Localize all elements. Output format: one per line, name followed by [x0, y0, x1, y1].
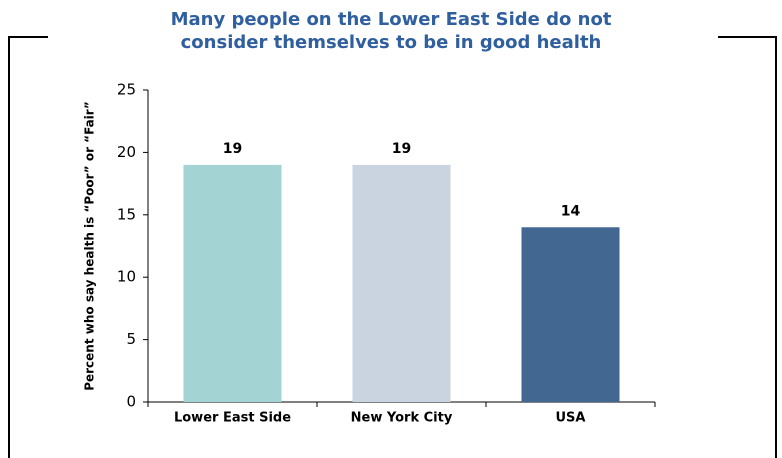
bar	[183, 164, 282, 402]
y-tick-label: 15	[117, 205, 136, 223]
y-axis-label: Percent who say health is “Poor” or “Fai…	[83, 101, 97, 391]
data-label: 19	[223, 141, 242, 157]
data-label: 14	[561, 203, 581, 219]
y-tick-label: 0	[126, 393, 136, 411]
data-label: 19	[392, 141, 411, 157]
x-tick-label: Lower East Side	[174, 411, 291, 426]
y-tick-label: 5	[126, 330, 136, 348]
frame	[8, 36, 777, 458]
x-tick-label: USA	[556, 411, 586, 426]
bar	[521, 227, 620, 402]
y-tick-label: 25	[117, 81, 136, 99]
y-tick-label: 10	[117, 268, 136, 286]
bar	[352, 164, 451, 402]
y-tick-label: 20	[117, 143, 136, 161]
x-tick-label: New York City	[351, 411, 453, 426]
chart-title: Many people on the Lower East Side do no…	[170, 9, 612, 53]
